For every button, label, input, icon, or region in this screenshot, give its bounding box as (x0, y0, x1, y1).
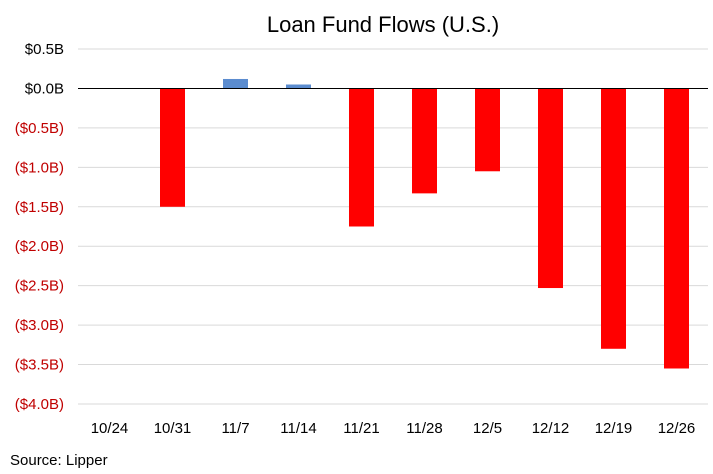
y-tick-label: ($1.5B) (15, 199, 64, 216)
y-tick-label: $0.5B (25, 41, 64, 58)
x-category-label: 12/19 (595, 420, 633, 437)
bar-11-14 (286, 84, 311, 89)
x-category-label: 11/14 (280, 420, 316, 437)
bar-11-28 (412, 88, 437, 194)
bar-12-19 (601, 88, 626, 349)
bar-11-7 (223, 78, 248, 89)
y-tick-label: ($4.0B) (15, 396, 64, 413)
bars (160, 78, 689, 369)
y-tick-label: ($3.0B) (15, 317, 64, 334)
chart-title: Loan Fund Flows (U.S.) (267, 12, 499, 37)
y-tick-label: ($2.0B) (15, 238, 64, 255)
bar-12-26 (664, 88, 689, 369)
x-category-label: 12/26 (658, 420, 696, 437)
x-category-label: 12/12 (532, 420, 570, 437)
bar-10-31 (160, 88, 185, 207)
x-category-label: 11/21 (343, 420, 379, 437)
bar-12-5 (475, 88, 500, 172)
x-axis-category-labels: 10/24 10/31 11/7 11/14 11/21 11/28 12/5 12/12 12… (91, 420, 696, 437)
x-category-label: 10/31 (154, 420, 192, 437)
y-tick-label: $0.0B (25, 80, 64, 97)
bar-11-21 (349, 88, 374, 227)
x-category-label: 11/28 (406, 420, 442, 437)
x-category-label: 10/24 (91, 420, 129, 437)
y-tick-label: ($0.5B) (15, 120, 64, 137)
y-tick-label: ($1.0B) (15, 159, 64, 176)
y-tick-label: ($2.5B) (15, 278, 64, 295)
y-tick-label: ($3.5B) (15, 357, 64, 374)
y-axis-tick-labels: $0.5B $0.0B ($0.5B) ($1.0B) ($1.5B) ($2.0B) ($… (15, 41, 64, 413)
x-category-label: 12/5 (473, 420, 502, 437)
source-note: Source: Lipper (10, 452, 108, 469)
bar-12-12 (538, 88, 563, 289)
x-category-label: 11/7 (221, 420, 249, 437)
